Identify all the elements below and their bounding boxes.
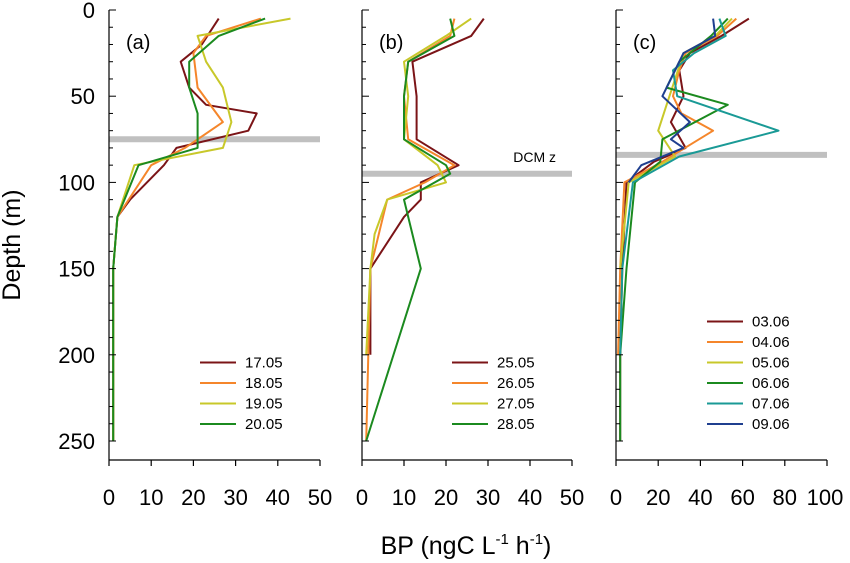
legend: 25.05 26.05 27.05 28.05 xyxy=(452,355,535,433)
legend-label: 05.06 xyxy=(752,355,790,372)
legend-label: 20.05 xyxy=(245,416,283,433)
y-tick-label: 150 xyxy=(58,257,95,282)
x-axis-label-sup1: -1 xyxy=(496,531,509,548)
x-axis-label-mid: h xyxy=(509,532,530,560)
series-line-07.06 xyxy=(619,18,780,355)
legend-label: 28.05 xyxy=(497,416,535,433)
x-tick-label: 60 xyxy=(730,485,754,510)
x-tick-label: 40 xyxy=(688,485,712,510)
panel-label: (c) xyxy=(633,32,656,54)
x-tick-label: 100 xyxy=(807,485,844,510)
y-tick-label: 250 xyxy=(58,429,95,454)
legend-label: 06.06 xyxy=(752,375,790,392)
panel-label: (b) xyxy=(379,32,403,54)
legend-label: 25.05 xyxy=(497,355,535,372)
y-tick-label: 200 xyxy=(58,343,95,368)
series-line-09.06 xyxy=(627,18,717,183)
x-axis-label-sup2: -1 xyxy=(530,531,543,548)
panel-2: 0 10 20 30 40 50 (b) DCM z 25.05 26.05 27.05 28.05 xyxy=(356,9,584,510)
series-line-27.05 xyxy=(365,17,472,355)
legend-label: 27.05 xyxy=(497,396,535,413)
panel-3: 0 20 40 60 80 100 (c) 03.06 04.06 05.06 06.06 07.06… xyxy=(610,9,844,510)
legend-label: 19.05 xyxy=(245,396,283,413)
x-tick-label: 0 xyxy=(610,485,622,510)
y-tick-label: 0 xyxy=(83,0,95,23)
y-axis-label: Depth (m) xyxy=(0,189,26,300)
x-tick-label: 40 xyxy=(266,485,290,510)
x-tick-label: 20 xyxy=(646,485,670,510)
series-line-25.05 xyxy=(369,18,485,355)
legend-label: 04.06 xyxy=(752,334,790,351)
panel-label: (a) xyxy=(126,32,150,54)
series-line-06.06 xyxy=(619,17,729,441)
legend-label: 07.06 xyxy=(752,396,790,413)
x-tick-label: 30 xyxy=(223,485,247,510)
x-tick-label: 10 xyxy=(392,485,416,510)
x-tick-label: 30 xyxy=(476,485,500,510)
x-tick-label: 50 xyxy=(308,485,332,510)
x-tick-label: 0 xyxy=(103,485,115,510)
series-line-17.05 xyxy=(112,18,258,441)
chart-panels: 0 10 20 30 40 50050100150200250(a)17.0518.051… xyxy=(58,0,843,510)
series-line-26.05 xyxy=(365,18,456,442)
x-tick-label: 40 xyxy=(518,485,542,510)
legend-label: 17.05 xyxy=(245,355,283,372)
x-axis-label-end: ) xyxy=(543,532,551,560)
x-tick-label: 20 xyxy=(434,485,458,510)
legend: 17.05 18.05 19.05 20.05 xyxy=(200,355,283,433)
x-tick-label: 10 xyxy=(139,485,163,510)
y-tick-label: 50 xyxy=(71,84,95,109)
legend-label: 18.05 xyxy=(245,375,283,392)
series-line-28.05 xyxy=(365,18,456,442)
legend: 03.06 04.06 05.06 06.06 07.06 09.06 xyxy=(707,314,790,433)
legend-label: 03.06 xyxy=(752,314,790,331)
x-tick-label: 80 xyxy=(773,485,797,510)
panel-1: 0 10 20 30 40 50050100150200250(a)17.0518.051… xyxy=(58,0,332,510)
x-tick-label: 20 xyxy=(181,485,205,510)
legend-label: 09.06 xyxy=(752,416,790,433)
series-line-04.06 xyxy=(617,17,737,355)
series-line-20.05 xyxy=(112,17,266,441)
legend-label: 26.05 xyxy=(497,375,535,392)
x-tick-label: 0 xyxy=(356,485,368,510)
dcm-label: DCM z xyxy=(513,149,556,165)
x-axis-label-main: BP (ngC L xyxy=(381,532,496,560)
x-tick-label: 50 xyxy=(560,485,584,510)
series-line-03.06 xyxy=(619,17,750,441)
y-tick-label: 100 xyxy=(58,170,95,195)
x-axis-label: BP (ngC L-1 h-1) xyxy=(381,531,552,560)
